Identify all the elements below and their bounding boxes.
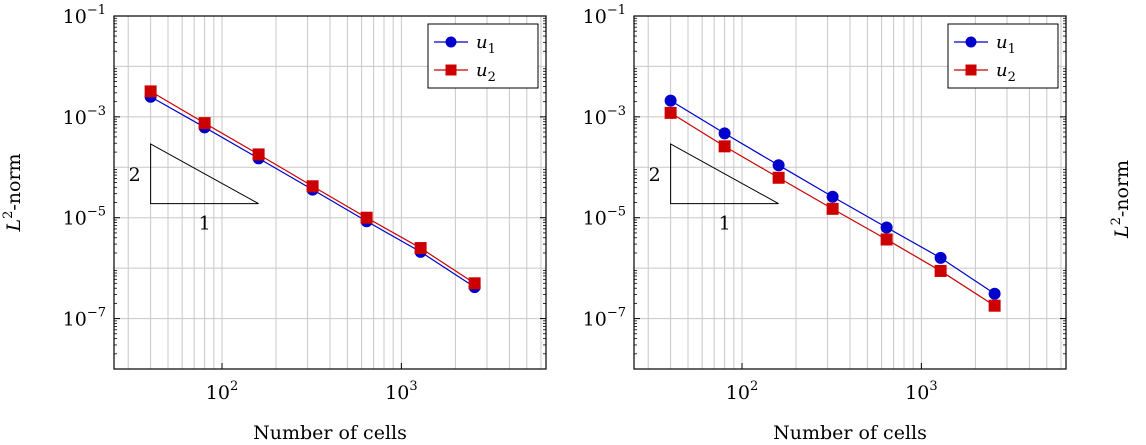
legend-marker [445, 36, 457, 48]
legend-item: u2 [954, 60, 1016, 85]
legend-label: u1 [996, 32, 1016, 57]
legend-marker [445, 64, 457, 76]
data-point [306, 180, 319, 193]
slope-run-label: 1 [719, 213, 731, 235]
data-point [826, 190, 839, 203]
legend-label: u2 [476, 60, 496, 85]
data-point [664, 106, 677, 119]
data-point [934, 264, 947, 277]
legend-item: u1 [954, 32, 1016, 57]
chart-right-partial: L2-norm [1109, 160, 1133, 239]
data-point [252, 148, 265, 161]
data-point [468, 277, 481, 290]
slope-rise-label: 2 [649, 164, 661, 186]
data-point [198, 117, 211, 130]
legend-item: u1 [434, 32, 496, 57]
legend-label: u1 [476, 32, 496, 57]
legend-box [427, 23, 539, 89]
y-axis-title: L2-norm [1109, 160, 1133, 239]
legend-marker [965, 36, 977, 48]
x-axis-title: Number of cells [773, 422, 927, 444]
y-tick-label: 10−7 [583, 306, 626, 331]
data-point [826, 202, 839, 215]
legend-item: u2 [434, 60, 496, 85]
y-tick-label: 10−5 [63, 205, 106, 230]
y-tick-label: 10−3 [583, 104, 626, 129]
slope-run-label: 1 [199, 213, 211, 235]
x-tick-label: 102 [206, 379, 238, 404]
x-tick-label: 102 [726, 379, 758, 404]
series-u1 [664, 94, 1001, 300]
grid [114, 16, 546, 369]
data-point [934, 251, 947, 264]
data-point [718, 140, 731, 153]
data-point [664, 94, 677, 107]
plot-frame [113, 15, 547, 370]
y-tick-label: 10−1 [63, 3, 106, 28]
y-tick-label: 10−7 [63, 306, 106, 331]
data-point [988, 299, 1001, 312]
chart-middle: 10−1 10−3 10−5 10−7 102 103 Number of cells 2 1 u… [583, 3, 1067, 444]
plot-frame [633, 15, 1067, 370]
legend-label: u2 [996, 60, 1016, 85]
y-axis-title: L2-norm [1, 153, 25, 232]
x-axis-title: Number of cells [253, 422, 407, 444]
x-tick-label: 103 [385, 379, 417, 404]
slope-triangle [150, 143, 259, 205]
data-point [988, 287, 1001, 300]
slope-triangle [670, 143, 779, 205]
series-u2 [144, 85, 481, 290]
data-point [414, 242, 427, 255]
y-tick-label: 10−1 [583, 3, 626, 28]
y-tick-label: 10−5 [583, 205, 626, 230]
x-tick-label: 103 [905, 379, 937, 404]
slope-rise-label: 2 [129, 164, 141, 186]
data-point [880, 221, 893, 234]
y-tick-label: 10−3 [63, 104, 106, 129]
series-u2 [664, 106, 1001, 312]
legend-marker [965, 64, 977, 76]
legend-box [947, 23, 1059, 89]
data-point [880, 233, 893, 246]
data-point [144, 85, 157, 98]
data-point [718, 127, 731, 140]
data-point [772, 159, 785, 172]
chart-left: 10−1 10−3 10−5 10−7 102 103 Number of cells L2-… [1, 3, 547, 444]
data-point [360, 211, 373, 224]
data-point [772, 171, 785, 184]
